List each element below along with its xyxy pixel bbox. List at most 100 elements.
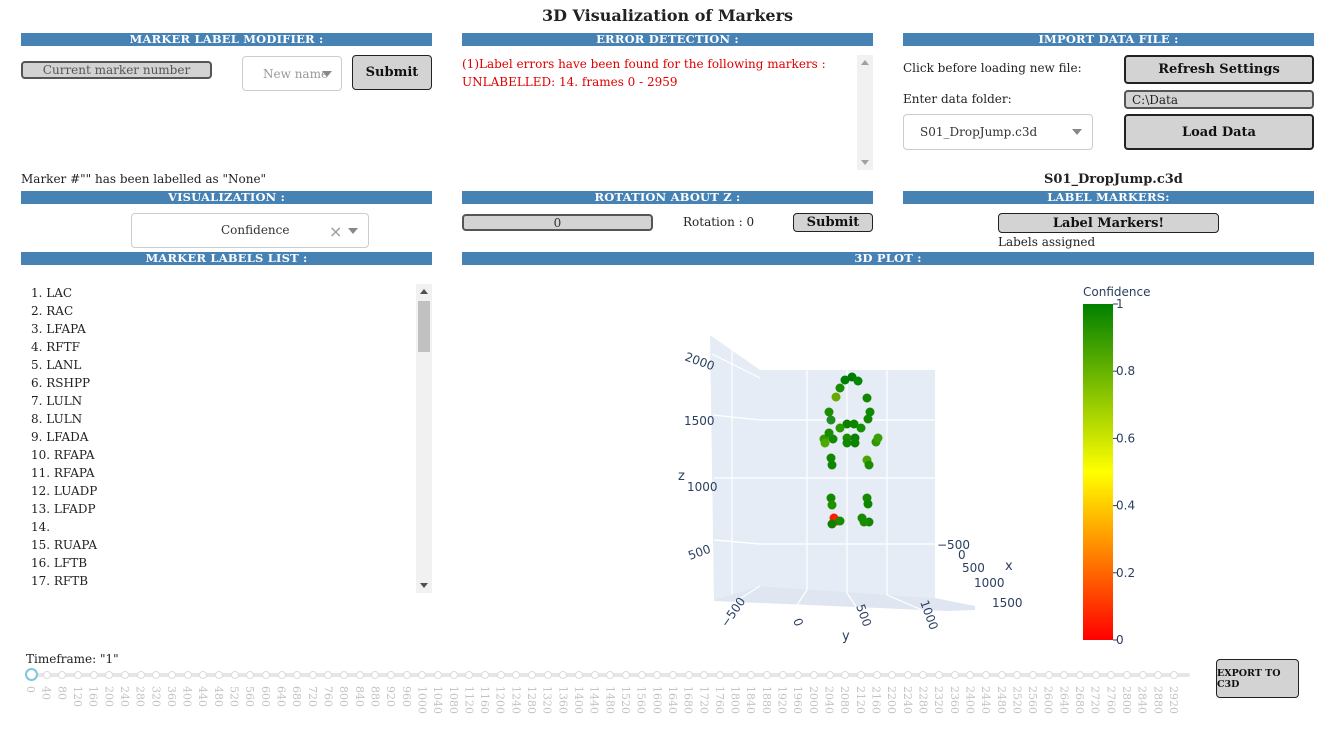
slider-mark xyxy=(762,671,771,679)
marker-point xyxy=(820,438,830,448)
slider-mark xyxy=(214,671,223,679)
error-line-2: UNLABELLED: 14. frames 0 - 2959 xyxy=(462,75,678,89)
plot-grid xyxy=(711,348,976,611)
z-tick-500: 500 xyxy=(686,542,712,563)
rotation-input[interactable]: 0 xyxy=(462,214,653,231)
error-scrollbar[interactable] xyxy=(857,55,873,170)
slider-tick-label: 480 xyxy=(211,686,225,707)
slider-tick-label: 0 xyxy=(24,686,37,693)
marker-point xyxy=(824,428,834,438)
slider-tick-label: 160 xyxy=(86,686,100,707)
scroll-thumb[interactable] xyxy=(418,301,430,352)
marker-list-item: 8. LULN xyxy=(31,412,83,426)
visualization-dropdown[interactable]: Confidence × xyxy=(131,213,369,248)
slider-mark xyxy=(543,671,552,679)
modifier-submit-button[interactable]: Submit xyxy=(352,55,432,90)
slider-mark xyxy=(715,671,724,679)
slider-mark xyxy=(1154,671,1163,679)
rotation-header: ROTATION ABOUT Z : xyxy=(462,191,873,204)
marker-list-scrollbar[interactable] xyxy=(416,284,432,593)
slider-mark xyxy=(512,671,521,679)
click-before-text: Click before loading new file: xyxy=(903,61,1082,75)
new-name-dropdown[interactable]: New name xyxy=(242,56,342,91)
colorbar-tick-label: 0.2 xyxy=(1116,566,1135,580)
slider-tick-label: 2920 xyxy=(1167,686,1180,714)
slider-mark xyxy=(637,671,646,679)
clear-icon[interactable]: × xyxy=(329,222,343,241)
slider-mark xyxy=(997,671,1006,679)
plot-3d[interactable]: Confidence 10.80.60.40.20 2000 1500 1000… xyxy=(462,268,1314,648)
marker-list-item: 7. LULN xyxy=(31,394,83,408)
x-tick-neg500: −500 xyxy=(937,538,970,552)
slider-tick-label: 1360 xyxy=(556,686,570,714)
x-tick-0: 0 xyxy=(958,548,966,562)
marker-list-item: 16. LFTB xyxy=(31,556,88,570)
marker-point xyxy=(862,393,872,403)
slider-tick-label: 2280 xyxy=(916,686,930,714)
slider-mark xyxy=(903,671,912,679)
slider-mark xyxy=(89,671,98,679)
visualization-value: Confidence xyxy=(221,223,290,237)
slider-tick-label: 680 xyxy=(290,686,304,707)
slider-tick-label: 720 xyxy=(305,686,319,707)
rotation-submit-button[interactable]: Submit xyxy=(793,213,873,232)
marker-number-input[interactable]: Current marker number xyxy=(21,61,212,79)
slider-tick-label: 2200 xyxy=(885,686,899,714)
slider-tick-label: 40 xyxy=(39,686,53,700)
slider-tick-label: 80 xyxy=(55,686,69,700)
marker-point xyxy=(826,415,836,425)
load-data-button[interactable]: Load Data xyxy=(1124,114,1314,150)
rotation-status-text: Rotation : 0 xyxy=(683,215,755,229)
slider-mark xyxy=(481,671,490,679)
timeframe-slider-handle[interactable] xyxy=(25,668,38,681)
marker-point xyxy=(849,419,859,429)
slider-tick-label: 2240 xyxy=(900,686,914,714)
marker-point xyxy=(840,375,850,385)
plot-3d-header: 3D PLOT : xyxy=(462,252,1314,265)
slider-tick-label: 600 xyxy=(258,686,272,707)
slider-mark xyxy=(590,671,599,679)
slider-tick-label: 2080 xyxy=(838,686,852,714)
data-folder-input[interactable]: C:\Data xyxy=(1124,90,1314,109)
export-c3d-button[interactable]: EXPORT TO C3D xyxy=(1216,659,1299,698)
slider-tick-label: 1800 xyxy=(728,686,742,714)
marker-list-item: 12. LUADP xyxy=(31,484,98,498)
slider-mark xyxy=(919,671,928,679)
slider-mark xyxy=(700,671,709,679)
slider-tick-label: 1520 xyxy=(618,686,632,714)
z-tick-1500: 1500 xyxy=(684,414,715,428)
refresh-settings-button[interactable]: Refresh Settings xyxy=(1124,55,1314,84)
error-line-1: (1)Label errors have been found for the … xyxy=(462,57,826,71)
slider-tick-label: 1600 xyxy=(650,686,664,714)
marker-labels-list[interactable]: 1. LAC 2. RAC 3. LFAPA 4. RFTF 5. LANL 6. RSH… xyxy=(21,284,432,593)
slider-mark xyxy=(449,671,458,679)
slider-tick-label: 840 xyxy=(352,686,366,707)
colorbar-tick-label: 0.6 xyxy=(1116,431,1135,445)
slider-mark xyxy=(528,671,537,679)
file-dropdown[interactable]: S01_DropJump.c3d xyxy=(903,114,1093,150)
error-textarea[interactable]: (1)Label errors have been found for the … xyxy=(462,55,873,170)
current-file-name: S01_DropJump.c3d xyxy=(1044,172,1183,187)
marker-list-item: 15. RUAPA xyxy=(31,538,97,552)
slider-tick-label: 2400 xyxy=(963,686,977,714)
slider-tick-label: 1040 xyxy=(431,686,445,714)
colorbar-tick-label: 0.8 xyxy=(1116,364,1135,378)
slider-mark xyxy=(246,671,255,679)
slider-mark xyxy=(825,671,834,679)
slider-mark xyxy=(621,671,630,679)
slider-tick-label: 2120 xyxy=(853,686,867,714)
marker-point xyxy=(850,438,860,448)
marker-point xyxy=(856,423,866,433)
slider-mark xyxy=(950,671,959,679)
slider-mark xyxy=(559,671,568,679)
chevron-down-icon xyxy=(348,228,358,234)
plot-left-wall xyxy=(710,335,760,600)
slider-tick-label: 440 xyxy=(196,686,210,707)
slider-tick-label: 320 xyxy=(149,686,163,707)
slider-mark xyxy=(668,671,677,679)
marker-list-item: 13. LFADP xyxy=(31,502,96,516)
slider-mark xyxy=(684,671,693,679)
label-markers-button[interactable]: Label Markers! xyxy=(998,213,1219,233)
marker-point xyxy=(835,383,845,393)
scroll-down-icon xyxy=(420,583,428,588)
